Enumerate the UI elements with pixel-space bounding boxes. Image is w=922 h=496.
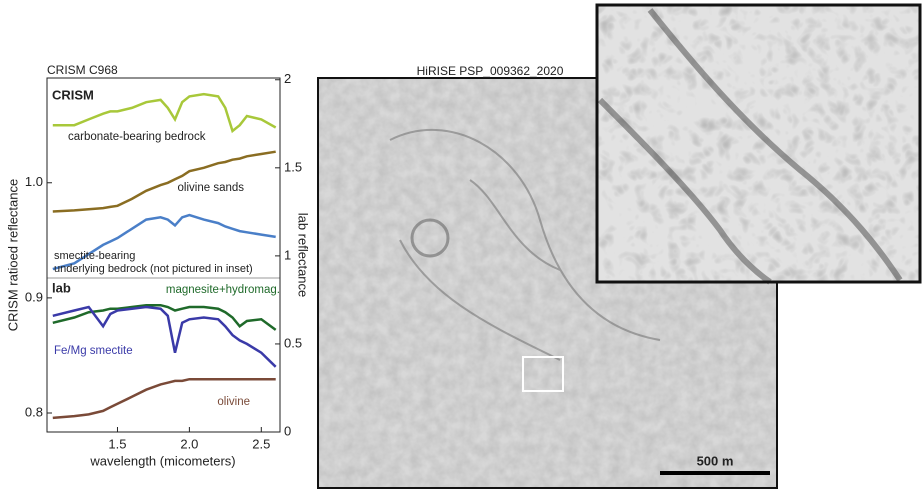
series-label: Fe/Mg smectite bbox=[54, 345, 133, 357]
series-label: olivine sands bbox=[178, 182, 245, 194]
figure: HiRISE PSP_009362_2020 500 m CRISM C968 … bbox=[0, 0, 922, 491]
chart-title: CRISM C968 bbox=[47, 63, 118, 77]
y2-tick-label: 0.5 bbox=[284, 335, 302, 350]
scale-bar-label: 500 m bbox=[697, 453, 734, 468]
x-tick-label: 2.5 bbox=[252, 436, 270, 451]
image-title: HiRISE PSP_009362_2020 bbox=[417, 64, 564, 78]
group-label: lab bbox=[52, 280, 71, 295]
y2-tick-label: 1.5 bbox=[284, 159, 302, 174]
y-tick-label: 0.8 bbox=[25, 404, 43, 419]
series-label: magnesite+hydromag. bbox=[166, 284, 280, 296]
y-tick-label: 0.9 bbox=[25, 289, 43, 304]
series-label: carbonate-bearing bedrock bbox=[68, 131, 206, 143]
group-label: CRISM bbox=[52, 87, 94, 102]
y2-tick-label: 1 bbox=[284, 247, 291, 262]
y-axis-label: CRISM ratioed reflectance bbox=[5, 179, 20, 331]
y2-tick-label: 2 bbox=[284, 71, 291, 86]
spectrum-line bbox=[53, 305, 276, 330]
x-tick-label: 2.0 bbox=[180, 436, 198, 451]
x-axis-label: wavelength (micometers) bbox=[89, 453, 235, 468]
y-tick-label: 1.0 bbox=[25, 174, 43, 189]
series-label: olivine bbox=[217, 396, 250, 408]
x-tick-label: 1.5 bbox=[108, 436, 126, 451]
y2-tick-label: 0 bbox=[284, 423, 291, 438]
y2-axis-label: lab reflectance bbox=[296, 213, 311, 298]
spectrum-line bbox=[53, 307, 276, 367]
